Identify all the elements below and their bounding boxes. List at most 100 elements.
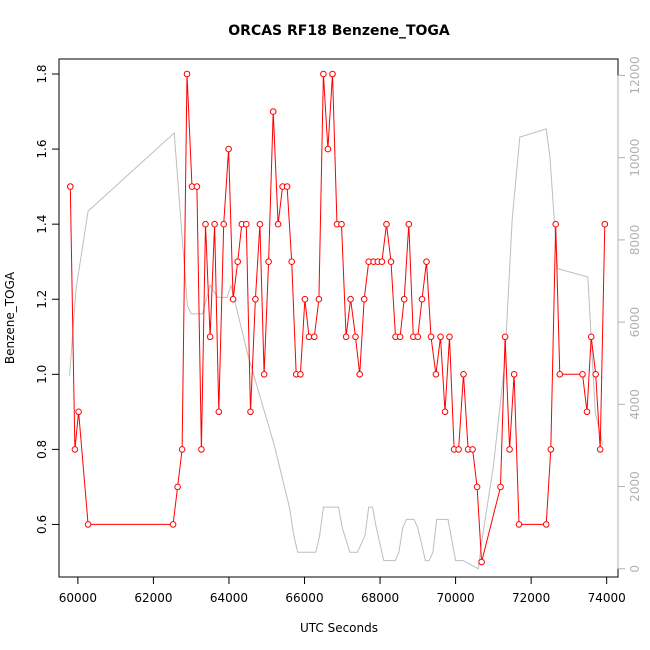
data-point — [67, 183, 74, 190]
data-point — [396, 333, 404, 341]
y2-tick-label: 6000 — [628, 307, 642, 338]
data-point — [202, 220, 209, 228]
data-point — [552, 220, 560, 228]
x-axis: 60000 62000 64000 66000 68000 70000 72000 74000 — [59, 576, 626, 605]
y2-tick-label: 2000 — [628, 471, 642, 502]
y-tick-label: 1.0 — [35, 365, 49, 384]
data-point — [225, 145, 232, 153]
data-point — [596, 446, 604, 453]
data-point — [405, 220, 413, 228]
benzene-series-line — [69, 73, 606, 563]
data-point — [215, 408, 223, 416]
data-point — [387, 258, 395, 266]
data-point — [324, 145, 332, 153]
data-point — [579, 371, 586, 378]
x-tick-label: 68000 — [361, 591, 399, 605]
data-point — [329, 70, 336, 78]
data-point — [515, 521, 523, 528]
y2-tick-label: 4000 — [628, 389, 642, 420]
data-point — [497, 483, 504, 491]
data-point — [269, 108, 277, 115]
data-point — [301, 295, 309, 303]
data-point — [601, 220, 609, 228]
data-point — [356, 371, 364, 378]
y2-tick-label: 0 — [628, 565, 642, 573]
data-point — [71, 446, 79, 453]
data-point — [383, 220, 390, 228]
data-point — [510, 371, 518, 378]
data-point — [243, 220, 250, 228]
data-point — [423, 258, 430, 266]
y2-tick-label: 8000 — [628, 225, 642, 256]
data-point — [583, 408, 591, 416]
data-point — [347, 295, 354, 303]
data-point — [455, 446, 462, 453]
data-point — [265, 258, 272, 266]
data-point — [206, 333, 214, 341]
data-point — [352, 333, 359, 341]
x-tick-label: 64000 — [210, 591, 248, 605]
x-tick-label: 66000 — [285, 591, 323, 605]
data-point — [414, 333, 422, 341]
data-point — [556, 371, 564, 378]
data-point — [198, 446, 205, 453]
data-point — [501, 333, 509, 341]
data-point — [437, 333, 444, 341]
data-point — [75, 408, 82, 416]
series-layer — [67, 70, 609, 570]
data-point — [169, 521, 177, 528]
y-tick-label: 1.2 — [35, 290, 49, 309]
data-point — [400, 295, 408, 303]
data-point — [547, 446, 555, 453]
data-point — [256, 220, 264, 228]
secondary-series-line — [69, 128, 604, 570]
data-point — [178, 446, 186, 453]
data-point — [297, 371, 304, 378]
data-point — [473, 483, 481, 491]
plot-area-frame — [58, 58, 619, 578]
data-point — [478, 558, 485, 566]
data-point — [360, 295, 368, 303]
data-point — [432, 371, 440, 378]
data-point — [220, 220, 227, 228]
x-tick-label: 72000 — [512, 591, 550, 605]
y-axis-right: 0 2000 4000 6000 8000 10000 12000 — [617, 56, 642, 573]
y-axis-label: Benzene_TOGA — [3, 271, 17, 364]
x-axis-label: UTC Seconds — [300, 621, 378, 635]
data-point — [183, 70, 191, 78]
data-point — [342, 333, 350, 341]
y-tick-label: 1.4 — [35, 215, 49, 234]
y-tick-label: 1.8 — [35, 64, 49, 83]
y-tick-label: 1.6 — [35, 140, 49, 159]
y-axis-left: 0.6 0.8 1.0 1.2 1.4 1.6 1.8 — [35, 64, 60, 534]
data-point — [587, 333, 595, 341]
data-point — [234, 258, 241, 266]
data-point — [229, 295, 237, 303]
data-point — [315, 295, 323, 303]
data-point — [174, 483, 181, 491]
y2-tick-label: 12000 — [628, 56, 642, 94]
data-point — [283, 183, 291, 190]
data-point — [441, 408, 449, 416]
x-tick-label: 62000 — [134, 591, 172, 605]
data-point — [506, 446, 513, 453]
data-point — [252, 295, 259, 303]
data-point — [211, 220, 218, 228]
data-point — [338, 220, 345, 228]
data-point — [469, 446, 476, 453]
x-tick-label: 60000 — [59, 591, 97, 605]
data-point — [427, 333, 435, 341]
data-point — [460, 371, 467, 378]
data-point — [311, 333, 318, 341]
data-point — [260, 371, 268, 378]
data-point — [320, 70, 327, 78]
data-point — [274, 220, 282, 228]
y-tick-label: 0.8 — [35, 440, 49, 459]
data-point — [247, 408, 254, 416]
data-point — [305, 333, 313, 341]
data-point — [288, 258, 296, 266]
data-point — [592, 371, 600, 378]
y2-tick-label: 10000 — [628, 139, 642, 177]
chart-title: ORCAS RF18 Benzene_TOGA — [228, 23, 450, 39]
